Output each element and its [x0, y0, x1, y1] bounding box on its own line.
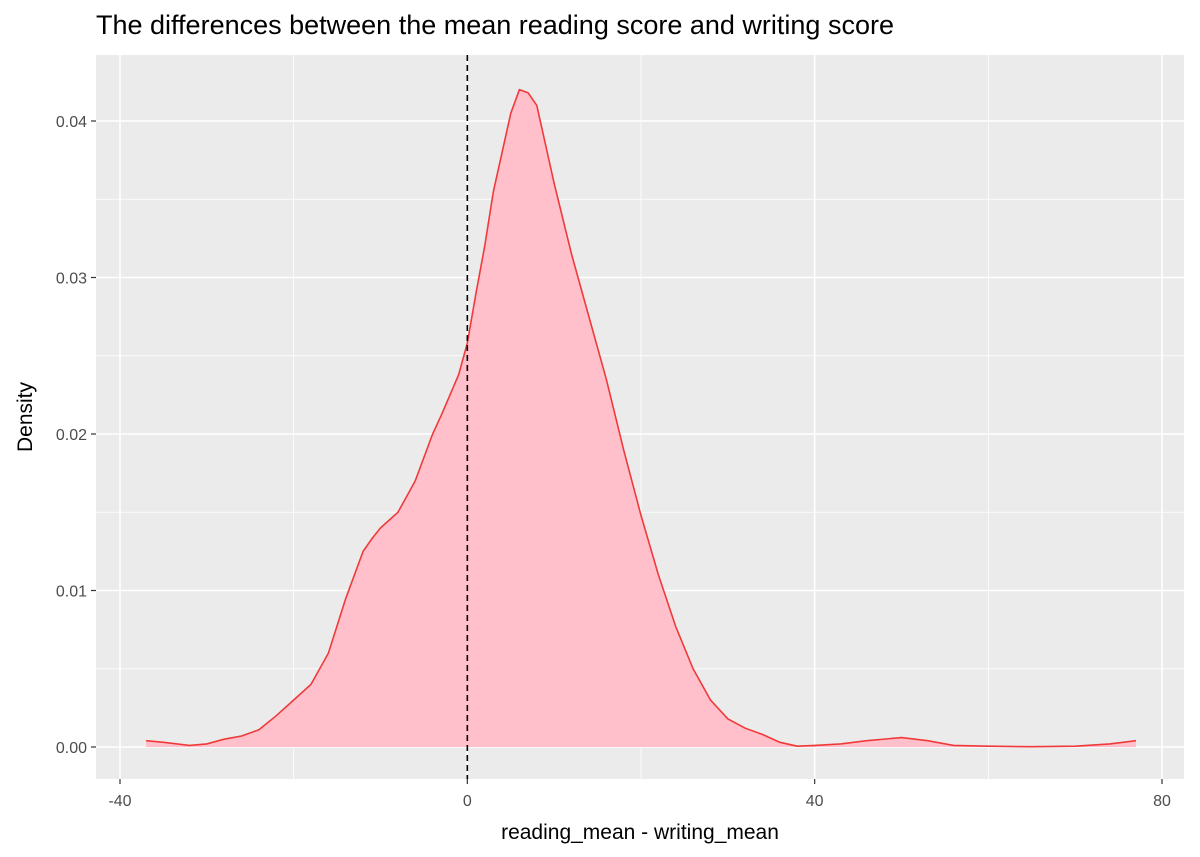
- y-tick-label: 0.03: [56, 271, 87, 288]
- y-axis: 0.00 0.01 0.02 0.03 0.04: [56, 114, 96, 757]
- x-tick-label: -40: [108, 793, 131, 810]
- y-tick-label: 0.04: [56, 114, 87, 131]
- y-tick-label: 0.00: [56, 740, 87, 757]
- x-axis: -40 0 40 80: [108, 779, 1171, 810]
- x-tick-label: 0: [463, 793, 472, 810]
- y-tick-label: 0.01: [56, 584, 87, 601]
- x-axis-title: reading_mean - writing_mean: [501, 821, 779, 844]
- x-tick-label: 80: [1153, 793, 1171, 810]
- y-axis-title: Density: [14, 381, 37, 452]
- y-tick-label: 0.02: [56, 427, 87, 444]
- chart-title: The differences between the mean reading…: [96, 10, 894, 40]
- density-line: [146, 88, 1137, 748]
- minor-gridlines: [96, 55, 1184, 779]
- x-tick-label: 40: [806, 793, 824, 810]
- density-area: [146, 89, 1137, 747]
